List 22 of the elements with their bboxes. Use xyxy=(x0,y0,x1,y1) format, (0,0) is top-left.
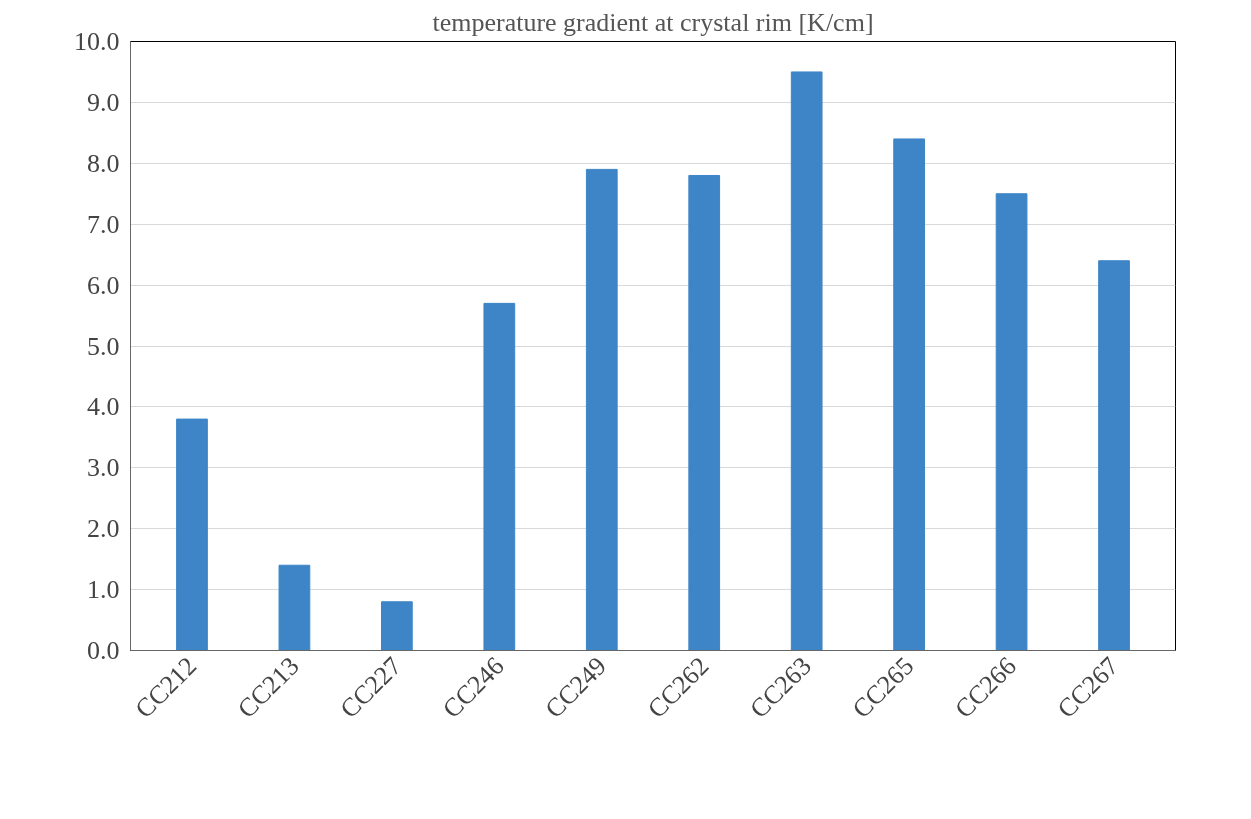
bar xyxy=(381,601,413,651)
y-tick-label: 2.0 xyxy=(87,514,120,544)
bar xyxy=(278,564,311,651)
y-tick-label: 7.0 xyxy=(87,209,120,239)
y-tick-label: 0.0 xyxy=(87,636,120,665)
bar xyxy=(893,138,925,651)
bar xyxy=(1098,260,1130,651)
y-tick-label: 3.0 xyxy=(87,453,120,483)
y-tick-label: 8.0 xyxy=(87,148,120,178)
y-tick-label: 4.0 xyxy=(87,392,120,422)
y-tick-label: 6.0 xyxy=(87,270,120,300)
bar xyxy=(688,174,721,651)
y-tick-label: 9.0 xyxy=(87,87,120,117)
bar xyxy=(585,168,618,651)
bar xyxy=(995,193,1028,651)
y-tick-label: 1.0 xyxy=(87,575,120,605)
y-tick-label: 5.0 xyxy=(87,331,120,361)
bar xyxy=(483,302,516,651)
bar xyxy=(176,418,208,651)
chart-title: temperature gradient at crystal rim [K/cm] xyxy=(432,7,874,37)
y-tick-label: 10.0 xyxy=(74,27,120,56)
bar xyxy=(790,71,823,651)
